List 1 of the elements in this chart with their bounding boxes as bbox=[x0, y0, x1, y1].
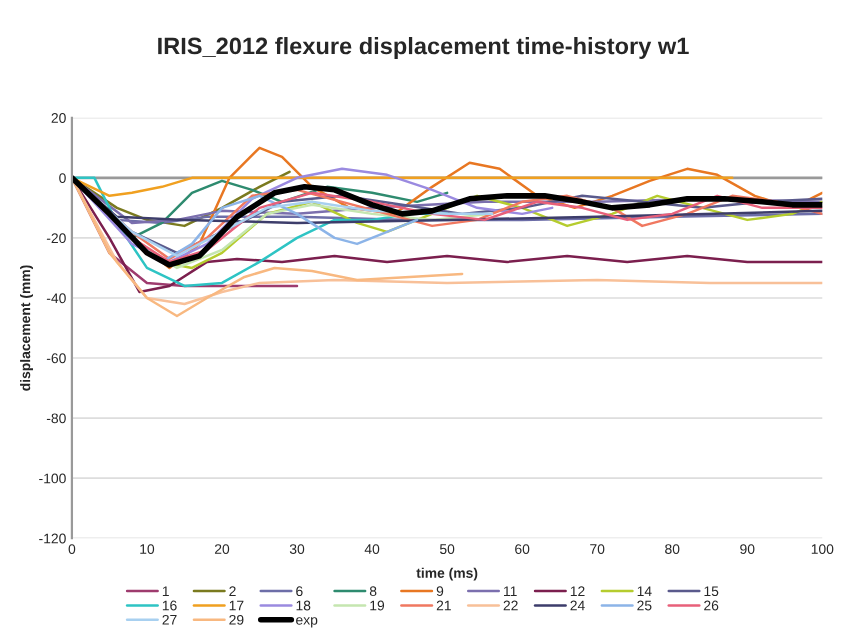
chart-title: IRIS_2012 flexure displacement time-history w1 bbox=[158, 37, 689, 59]
